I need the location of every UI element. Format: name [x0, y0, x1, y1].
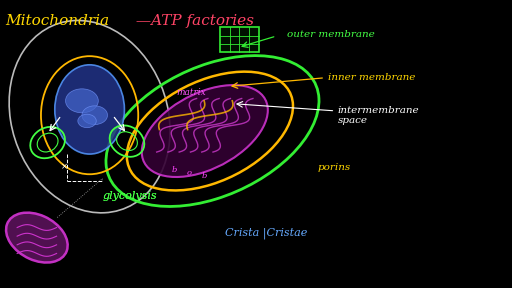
Text: b: b: [172, 166, 177, 174]
Ellipse shape: [55, 65, 124, 154]
Text: glycolysis: glycolysis: [102, 191, 157, 201]
Ellipse shape: [142, 85, 268, 177]
Bar: [220, 27, 259, 52]
Text: glycolysis: glycolysis: [102, 191, 157, 201]
Text: outer membrane: outer membrane: [287, 30, 374, 39]
Text: inner membrane: inner membrane: [328, 73, 415, 82]
Ellipse shape: [78, 114, 96, 128]
Ellipse shape: [66, 89, 98, 113]
Text: ×: ×: [60, 162, 68, 172]
Text: matrix: matrix: [177, 88, 206, 97]
Text: o: o: [187, 169, 192, 177]
Ellipse shape: [6, 213, 68, 263]
Text: intermembrane
space: intermembrane space: [338, 105, 419, 125]
Text: porins: porins: [317, 162, 351, 172]
Text: b: b: [202, 172, 207, 180]
Text: Crista |Cristae: Crista |Cristae: [225, 228, 308, 239]
Text: Mitochondria: Mitochondria: [5, 14, 109, 29]
Ellipse shape: [82, 106, 108, 124]
Text: —ATP factories: —ATP factories: [131, 14, 253, 29]
